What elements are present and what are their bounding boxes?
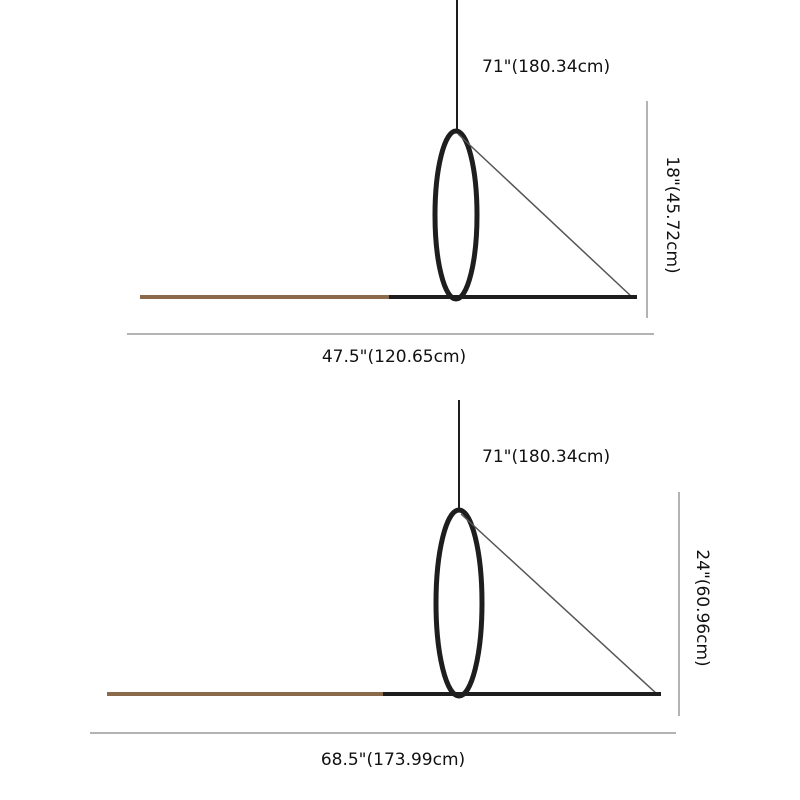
- drop-length-label: 71"(180.34cm): [482, 57, 610, 77]
- height-label: 24"(60.96cm): [692, 549, 712, 666]
- ring-shade: [433, 507, 485, 699]
- width-label: 68.5"(173.99cm): [321, 750, 465, 770]
- support-wire: [457, 133, 633, 298]
- drop-length-label: 71"(180.34cm): [482, 447, 610, 467]
- width-label: 47.5"(120.65cm): [322, 347, 466, 367]
- support-wire: [460, 513, 658, 695]
- lamp-diagram-small: 71"(180.34cm) 47.5"(120.65cm) 18"(45.72c…: [127, 0, 682, 367]
- height-label: 18"(45.72cm): [662, 156, 682, 273]
- ring-shade: [432, 128, 480, 302]
- lamp-diagram-large: 71"(180.34cm) 68.5"(173.99cm) 24"(60.96c…: [90, 400, 712, 770]
